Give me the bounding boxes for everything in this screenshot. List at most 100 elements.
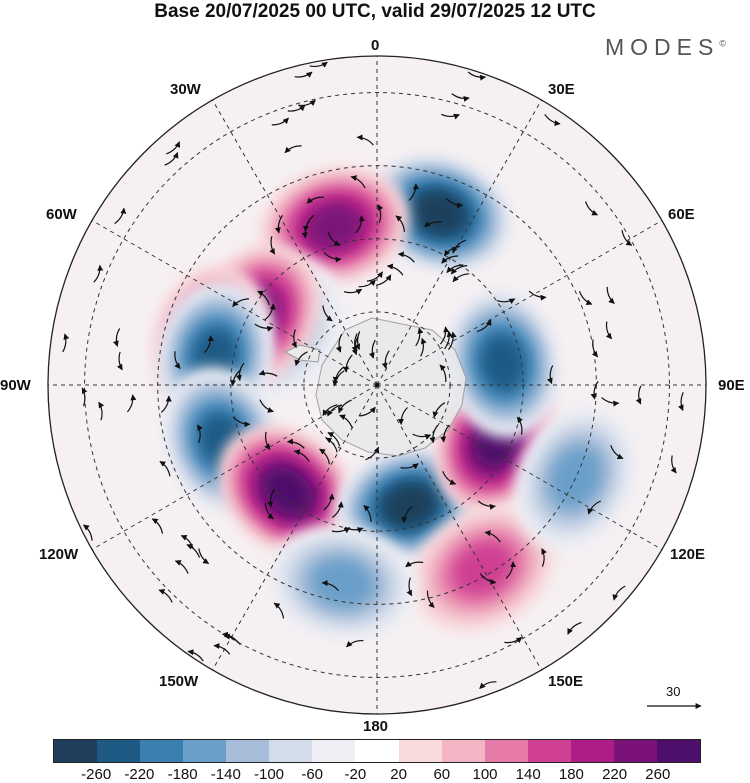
- wind-arrow: [670, 455, 677, 474]
- negative-anomaly-contour: [549, 446, 603, 509]
- brand-mark: ©: [719, 38, 726, 49]
- wind-arrow: [257, 290, 270, 306]
- wind-arrow: [83, 524, 93, 541]
- wind-arrow: [424, 221, 442, 228]
- wind-arrow: [235, 362, 245, 382]
- meridian-line: [212, 384, 378, 671]
- positive-anomaly-contour: [263, 468, 312, 515]
- wind-arrow: [294, 71, 313, 78]
- wind-arrow: [606, 286, 615, 304]
- wind-arrow: [591, 339, 599, 358]
- wind-arrow: [264, 502, 274, 520]
- wind-arrow: [274, 214, 284, 234]
- wind-arrow: [621, 230, 633, 246]
- colorbar-swatch: [484, 740, 528, 762]
- wind-arrow: [197, 424, 203, 444]
- wind-arrow: [273, 602, 285, 619]
- wind-arrow: [321, 580, 339, 591]
- wind-arrow: [377, 204, 384, 223]
- wind-arrow: [322, 305, 333, 322]
- wind-arrow: [166, 141, 181, 155]
- wind-arrow: [327, 432, 341, 447]
- wind-arrow: [158, 589, 173, 603]
- wind-arrow: [264, 303, 276, 321]
- wind-arrow: [479, 681, 497, 690]
- wind-arrow: [306, 196, 325, 204]
- negative-anomaly-contour: [383, 484, 436, 526]
- meridian-line: [212, 99, 378, 386]
- colorbar-swatch: [613, 740, 657, 762]
- wind-arrow: [232, 416, 251, 428]
- wind-arrow: [114, 207, 127, 225]
- colorbar-tick: 100: [472, 766, 498, 783]
- wind-arrow: [479, 573, 497, 585]
- wind-arrow: [174, 560, 189, 574]
- colorbar-tick: -20: [344, 766, 367, 783]
- colorbar-tick: 140: [515, 766, 541, 783]
- wind-arrow: [610, 445, 624, 460]
- wind-arrow: [159, 460, 171, 477]
- meridian-line: [376, 220, 663, 386]
- south-pole-marker: [375, 383, 379, 387]
- wind-arrow: [504, 636, 523, 644]
- wind-arrow: [174, 351, 181, 369]
- wind-arrow: [441, 255, 459, 264]
- wind-arrow: [442, 471, 457, 485]
- wind-arrow: [116, 351, 123, 371]
- wind-arrow: [412, 433, 432, 440]
- wind-arrow: [325, 437, 338, 453]
- wind-arrow: [452, 239, 466, 254]
- wind-arrow: [505, 561, 517, 579]
- wind-arrow: [359, 406, 376, 417]
- wind-arrow: [203, 335, 214, 354]
- positive-anomaly-contour: [307, 204, 362, 248]
- colorbar-swatch: [312, 740, 356, 762]
- wind-arrow: [331, 501, 344, 518]
- lon-label-120e: 120E: [670, 546, 706, 563]
- wind-arrow: [444, 330, 453, 350]
- colorbar-swatch: [656, 740, 700, 762]
- meridian-line: [91, 220, 378, 386]
- map-disk: [48, 56, 706, 714]
- wind-arrow: [62, 333, 70, 353]
- wind-arrow: [397, 407, 408, 425]
- wind-arrow: [448, 331, 457, 350]
- wind-arrow: [365, 446, 380, 461]
- wind-arrow: [286, 438, 305, 449]
- meridian-line: [376, 384, 663, 550]
- wind-arrow: [356, 134, 374, 146]
- colorbar-tick: -220: [124, 766, 155, 783]
- colorbar-tick: 180: [558, 766, 584, 783]
- wind-arrow: [258, 369, 278, 377]
- wind-arrow: [346, 639, 364, 648]
- map-title: Base 20/07/2025 00 UTC, valid 29/07/2025…: [154, 1, 596, 22]
- colorbar-swatch: [183, 740, 227, 762]
- wind-arrow: [415, 327, 424, 347]
- wind-arrow: [213, 643, 231, 655]
- wind-arrow: [160, 395, 172, 413]
- wind-arrow: [587, 500, 602, 515]
- wind-arrow: [294, 351, 308, 367]
- wind-arrow: [126, 394, 137, 413]
- colorbar-swatch: [441, 740, 485, 762]
- wind-arrow: [420, 337, 427, 357]
- wind-arrow: [187, 649, 204, 662]
- wind-arrow: [405, 561, 424, 568]
- wind-arrow: [81, 387, 88, 407]
- wind-arrow: [541, 548, 547, 567]
- reference-vector-label: 30: [666, 684, 681, 699]
- wind-arrow: [452, 273, 470, 283]
- wind-arrow: [112, 328, 121, 347]
- colorbar-tick: -100: [253, 766, 285, 783]
- wind-arrow: [395, 215, 405, 232]
- wind-arrow: [496, 298, 516, 305]
- wind-arrow: [323, 252, 342, 263]
- lon-label-0: 0: [371, 37, 380, 54]
- wind-arrow: [254, 323, 274, 332]
- wind-arrow: [445, 197, 464, 209]
- wind-arrow: [351, 333, 358, 353]
- lon-label-30w: 30W: [170, 81, 201, 98]
- wind-arrow: [322, 404, 338, 417]
- wind-arrow: [293, 449, 310, 462]
- wind-arrow: [323, 493, 335, 511]
